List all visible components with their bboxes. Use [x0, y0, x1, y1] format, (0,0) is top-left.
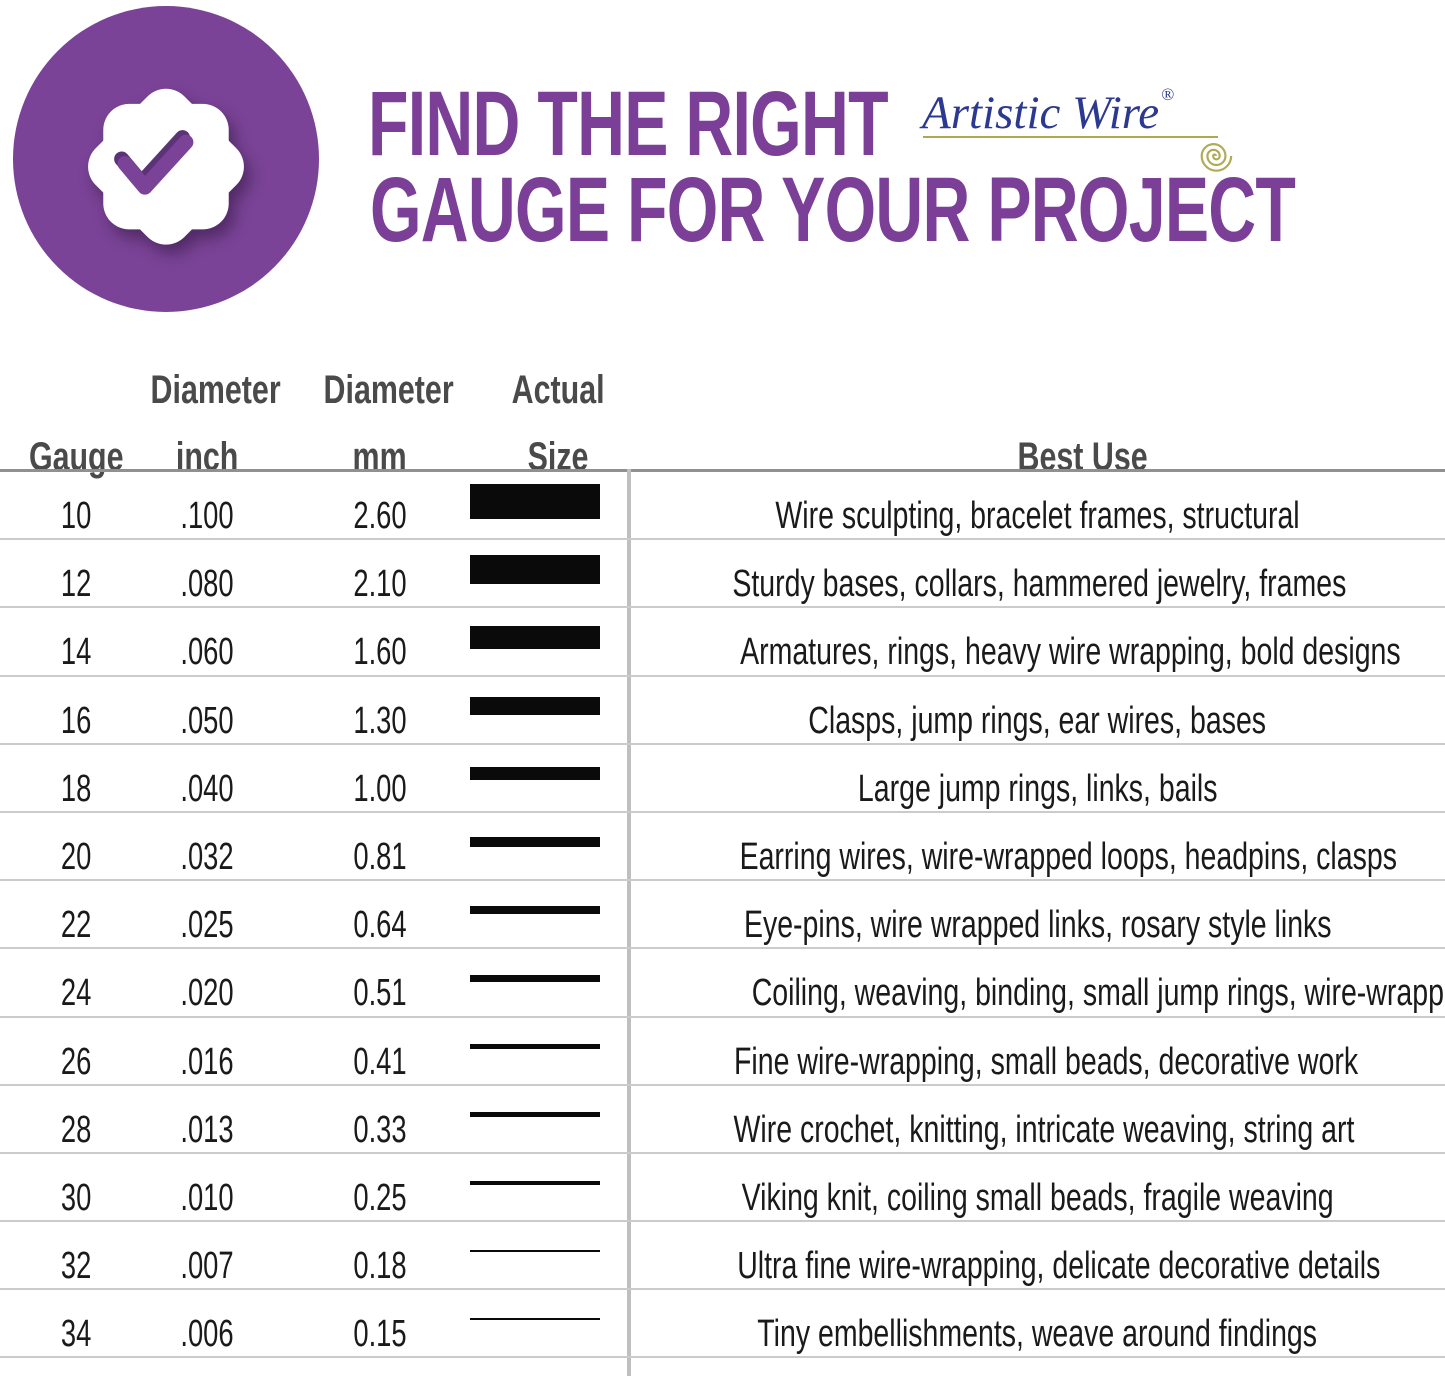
diameter-mm-value: 2.60 [353, 495, 407, 537]
actual-size-bar [470, 677, 600, 735]
diameter-mm-value: 0.25 [353, 1176, 407, 1219]
diameter-inch-value: .006 [180, 1313, 234, 1356]
diameter-inch-value: .100 [180, 495, 234, 537]
best-use-text: Ultra fine wire-wrapping, delicate decor… [737, 1245, 1381, 1288]
gauge-value: 26 [60, 1040, 92, 1083]
best-use-text: Earring wires, wire-wrapped loops, headp… [739, 835, 1397, 878]
table-row: 24 .020 0.51 Coiling, weaving, binding, … [0, 949, 1445, 1018]
actual-size-bar [470, 1290, 600, 1348]
table-row: 30 .010 0.25 Viking knit, coiling small … [0, 1154, 1445, 1223]
table-rows: 10 .100 2.60 Wire sculpting, bracelet fr… [0, 472, 1445, 1359]
actual-size-bar [470, 1154, 600, 1212]
gauge-value: 28 [60, 1108, 92, 1151]
table-row: 16 .050 1.30 Clasps, jump rings, ear wir… [0, 677, 1445, 745]
table-row: 14 .060 1.60 Armatures, rings, heavy wir… [0, 608, 1445, 677]
actual-size-bar [470, 1018, 600, 1076]
gauge-value: 20 [60, 835, 92, 878]
best-use-text: Armatures, rings, heavy wire wrapping, b… [740, 631, 1401, 674]
gauge-value: 34 [60, 1313, 92, 1356]
diameter-inch-value: .013 [180, 1108, 234, 1151]
gauge-value: 16 [60, 699, 92, 742]
table-row: 12 .080 2.10 Sturdy bases, collars, hamm… [0, 540, 1445, 609]
diameter-mm-value: 0.51 [353, 972, 407, 1015]
diameter-mm-value: 1.30 [353, 699, 407, 742]
gauge-value: 18 [60, 767, 92, 810]
table-row: 20 .032 0.81 Earring wires, wire-wrapped… [0, 813, 1445, 882]
actual-size-bar [470, 949, 600, 1007]
diameter-inch-value: .040 [180, 767, 234, 810]
gauge-value: 12 [60, 563, 92, 606]
diameter-inch-value: .020 [180, 972, 234, 1015]
gauge-value: 10 [60, 495, 92, 537]
diameter-inch-value: .050 [180, 699, 234, 742]
diameter-mm-value: 0.64 [353, 904, 407, 947]
page-title-line1: FIND THE RIGHT [368, 73, 889, 175]
wire-spiral-icon [1200, 143, 1233, 172]
gauge-value: 22 [60, 904, 92, 947]
table-row: 28 .013 0.33 Wire crochet, knitting, int… [0, 1086, 1445, 1154]
diameter-mm-value: 1.60 [353, 631, 407, 674]
best-use-text: Coiling, weaving, binding, small jump ri… [751, 972, 1445, 1015]
col-header-actual: Actual [511, 368, 605, 412]
diameter-mm-value: 1.00 [353, 767, 407, 810]
diameter-inch-value: .010 [180, 1176, 234, 1219]
table-row: 32 .007 0.18 Ultra fine wire-wrapping, d… [0, 1222, 1445, 1291]
diameter-inch-value: .016 [180, 1040, 234, 1083]
check-icon [117, 134, 194, 195]
brand-badge-circle [13, 6, 319, 312]
diameter-inch-value: .032 [180, 835, 234, 878]
registered-mark: ® [1161, 85, 1175, 104]
brand-underline [923, 136, 1218, 138]
best-use-text: Wire crochet, knitting, intricate weavin… [733, 1108, 1355, 1151]
diameter-inch-value: .007 [180, 1245, 234, 1288]
table-row: 22 .025 0.64 Eye-pins, wire wrapped link… [0, 881, 1445, 950]
diameter-mm-value: 0.15 [353, 1313, 407, 1356]
best-use-text: Eye-pins, wire wrapped links, rosary sty… [743, 904, 1332, 947]
gauge-value: 30 [60, 1176, 92, 1219]
diameter-inch-value: .060 [180, 631, 234, 674]
column-divider [627, 469, 631, 1376]
col-header-diameter-inch-top: Diameter [150, 368, 281, 412]
diameter-mm-value: 2.10 [353, 563, 407, 606]
gauge-value: 32 [60, 1245, 92, 1288]
actual-size-bar [470, 1222, 600, 1280]
actual-size-bar [470, 1086, 600, 1144]
table-row: 34 .006 0.15 Tiny embellishments, weave … [0, 1290, 1445, 1359]
best-use-text: Clasps, jump rings, ear wires, bases [808, 699, 1267, 742]
actual-size-bar [470, 813, 600, 871]
actual-size-bar [470, 472, 600, 530]
gauge-value: 24 [60, 972, 92, 1015]
best-use-text: Tiny embellishments, weave around findin… [757, 1313, 1318, 1356]
col-header-diameter-mm-top: Diameter [323, 368, 454, 412]
diameter-inch-value: .025 [180, 904, 234, 947]
header-rule [0, 469, 1445, 472]
actual-size-bar [470, 608, 600, 666]
best-use-text: Viking knit, coiling small beads, fragil… [741, 1176, 1334, 1219]
page-title-line2: GAUGE FOR YOUR PROJECT [370, 159, 1296, 261]
check-badge-icon [88, 88, 244, 245]
gauge-value: 14 [60, 631, 92, 674]
best-use-text: Fine wire-wrapping, small beads, decorat… [734, 1040, 1359, 1083]
table-row: 26 .016 0.41 Fine wire-wrapping, small b… [0, 1018, 1445, 1086]
actual-size-bar [470, 745, 600, 803]
actual-size-bar [470, 540, 600, 598]
diameter-inch-value: .080 [180, 563, 234, 606]
diameter-mm-value: 0.18 [353, 1245, 407, 1288]
table-row: 10 .100 2.60 Wire sculpting, bracelet fr… [0, 472, 1445, 541]
best-use-text: Wire sculpting, bracelet frames, structu… [775, 495, 1300, 537]
actual-size-bar [470, 881, 600, 939]
diameter-mm-value: 0.33 [353, 1108, 407, 1151]
diameter-mm-value: 0.41 [353, 1040, 407, 1083]
table-row: 18 .040 1.00 Large jump rings, links, ba… [0, 745, 1445, 813]
best-use-text: Sturdy bases, collars, hammered jewelry,… [732, 563, 1347, 606]
brand-logo: Artistic Wire ® [922, 85, 1175, 139]
diameter-mm-value: 0.81 [353, 835, 407, 878]
best-use-text: Large jump rings, links, bails [857, 767, 1218, 810]
